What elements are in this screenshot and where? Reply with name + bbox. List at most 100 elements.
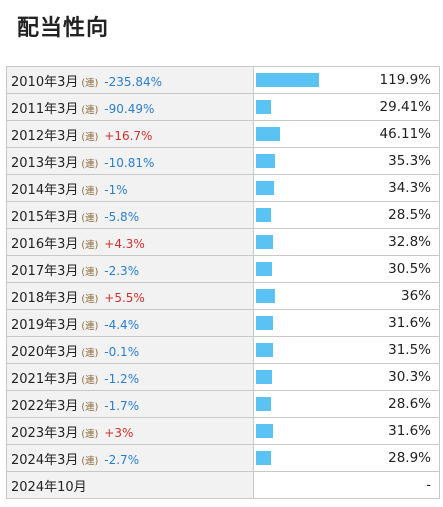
payout-value: 119.9% (366, 66, 440, 94)
bar-cell (253, 174, 366, 202)
payout-value: 31.6% (366, 417, 440, 445)
period-label: 2023年3月 (11, 425, 79, 441)
consolidated-badge: (連) (81, 158, 99, 170)
period-cell: 2016年3月 (連) +4.3% (6, 228, 254, 256)
change-rate: -2.7% (104, 452, 140, 467)
period-cell: 2018年3月 (連) +5.5% (6, 282, 254, 310)
payout-bar (256, 208, 271, 222)
period-cell: 2021年3月 (連) -1.2% (6, 363, 254, 391)
period-cell: 2022年3月 (連) -1.7% (6, 390, 254, 418)
bar-cell (253, 309, 366, 337)
payout-bar (256, 100, 271, 114)
consolidated-badge: (連) (81, 212, 99, 224)
payout-bar (256, 262, 272, 276)
period-cell: 2023年3月 (連) +3% (6, 417, 254, 445)
payout-value: 46.11% (366, 120, 440, 148)
consolidated-badge: (連) (81, 401, 99, 413)
change-rate: -1.7% (104, 398, 140, 413)
consolidated-badge: (連) (81, 266, 99, 278)
period-cell: 2014年3月 (連) -1% (6, 174, 254, 202)
consolidated-badge: (連) (81, 293, 99, 305)
period-label: 2014年3月 (11, 182, 79, 198)
consolidated-badge: (連) (81, 185, 99, 197)
period-label: 2022年3月 (11, 398, 79, 414)
payout-value: 28.6% (366, 390, 440, 418)
period-cell: 2010年3月 (連) -235.84% (6, 66, 254, 94)
period-label: 2011年3月 (11, 101, 79, 117)
consolidated-badge: (連) (81, 428, 99, 440)
payout-value: 35.3% (366, 147, 440, 175)
table-row: 2014年3月 (連) -1% 34.3% (6, 174, 440, 202)
table-row: 2020年3月 (連) -0.1% 31.5% (6, 336, 440, 364)
payout-value: 36% (366, 282, 440, 310)
payout-value: 30.5% (366, 255, 440, 283)
period-label: 2024年10月 (11, 479, 87, 495)
bar-cell (253, 282, 366, 310)
period-label: 2024年3月 (11, 452, 79, 468)
change-rate: -1% (104, 182, 128, 197)
table-row: 2017年3月 (連) -2.3% 30.5% (6, 255, 440, 283)
table-row: 2011年3月 (連) -90.49% 29.41% (6, 93, 440, 121)
period-cell: 2017年3月 (連) -2.3% (6, 255, 254, 283)
consolidated-badge: (連) (81, 347, 99, 359)
period-label: 2012年3月 (11, 128, 79, 144)
table-row: 2015年3月 (連) -5.8% 28.5% (6, 201, 440, 229)
payout-bar (256, 154, 275, 168)
period-label: 2013年3月 (11, 155, 79, 171)
period-cell: 2024年3月 (連) -2.7% (6, 444, 254, 472)
change-rate: +5.5% (104, 290, 145, 305)
bar-cell (253, 66, 366, 94)
change-rate: -10.81% (104, 155, 155, 170)
change-rate: -235.84% (104, 74, 163, 89)
payout-value: 29.41% (366, 93, 440, 121)
payout-value: 28.9% (366, 444, 440, 472)
payout-value: 30.3% (366, 363, 440, 391)
bar-cell (253, 336, 366, 364)
change-rate: -4.4% (104, 317, 140, 332)
payout-bar (256, 235, 273, 249)
payout-ratio-rows: 2010年3月 (連) -235.84% 119.9% 2011年3月 (連) -90.49… (6, 66, 440, 499)
period-label: 2018年3月 (11, 290, 79, 306)
change-rate: -2.3% (104, 263, 140, 278)
change-rate: +4.3% (104, 236, 145, 251)
payout-value: 31.6% (366, 309, 440, 337)
change-rate: +3% (104, 425, 134, 440)
consolidated-badge: (連) (81, 239, 99, 251)
change-rate: -5.8% (104, 209, 140, 224)
period-label: 2021年3月 (11, 371, 79, 387)
period-label: 2016年3月 (11, 236, 79, 252)
period-cell: 2013年3月 (連) -10.81% (6, 147, 254, 175)
payout-ratio-table: 2010年3月 (連) -235.84% 119.9% 2011年3月 (連) -90.49… (6, 66, 440, 499)
consolidated-badge: (連) (81, 131, 99, 143)
period-cell: 2011年3月 (連) -90.49% (6, 93, 254, 121)
bar-cell (253, 228, 366, 256)
table-row: 2022年3月 (連) -1.7% 28.6% (6, 390, 440, 418)
bar-cell (253, 471, 366, 499)
payout-value: 32.8% (366, 228, 440, 256)
payout-bar (256, 397, 271, 411)
payout-bar (256, 181, 274, 195)
table-row: 2023年3月 (連) +3% 31.6% (6, 417, 440, 445)
payout-value: 31.5% (366, 336, 440, 364)
bar-cell (253, 390, 366, 418)
payout-bar (256, 370, 272, 384)
consolidated-badge: (連) (81, 320, 99, 332)
table-row: 2016年3月 (連) +4.3% 32.8% (6, 228, 440, 256)
period-label: 2017年3月 (11, 263, 79, 279)
bar-cell (253, 363, 366, 391)
payout-bar (256, 289, 275, 303)
consolidated-badge: (連) (81, 455, 99, 467)
period-label: 2020年3月 (11, 344, 79, 360)
period-label: 2019年3月 (11, 317, 79, 333)
bar-cell (253, 201, 366, 229)
period-label: 2015年3月 (11, 209, 79, 225)
payout-bar (256, 424, 273, 438)
payout-bar (256, 451, 271, 465)
consolidated-badge: (連) (81, 104, 99, 116)
period-cell: 2020年3月 (連) -0.1% (6, 336, 254, 364)
period-cell: 2024年10月 (6, 471, 254, 499)
change-rate: +16.7% (104, 128, 153, 143)
consolidated-badge: (連) (81, 77, 99, 89)
table-row: 2021年3月 (連) -1.2% 30.3% (6, 363, 440, 391)
bar-cell (253, 444, 366, 472)
